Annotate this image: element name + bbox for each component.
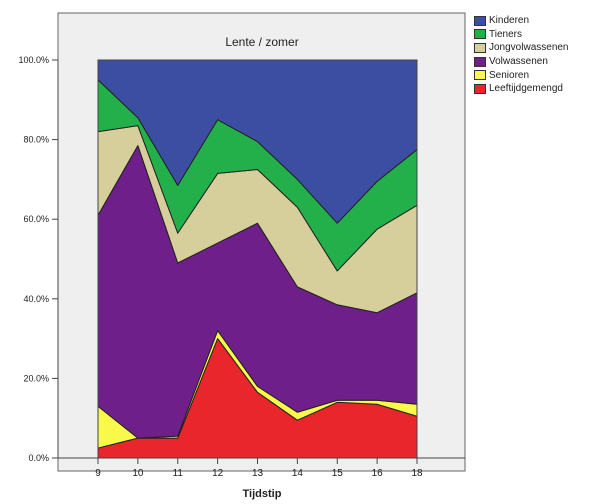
y-tick-label: 20.0% <box>23 373 49 383</box>
legend-label: Leeftijdgemengd <box>489 83 563 95</box>
x-tick-label: 18 <box>411 468 423 479</box>
x-tick-label: 13 <box>252 468 264 479</box>
legend-swatch <box>474 15 486 26</box>
legend-swatch <box>474 83 486 94</box>
legend-item: Jongvolwassenen <box>474 41 569 55</box>
legend-label: Jongvolwassenen <box>489 42 569 54</box>
legend-swatch <box>474 70 486 81</box>
legend-swatch <box>474 29 486 40</box>
legend-item: Leeftijdgemengd <box>474 82 569 96</box>
legend-item: Tieners <box>474 28 569 42</box>
legend-swatch <box>474 42 486 53</box>
legend-label: Tieners <box>489 28 522 40</box>
legend-label: Senioren <box>489 69 530 81</box>
x-tick-label: 14 <box>292 468 304 479</box>
y-tick-label: 60.0% <box>23 214 49 224</box>
legend-item: Volwassenen <box>474 55 569 69</box>
legend-swatch <box>474 56 486 67</box>
x-tick-label: 12 <box>212 468 224 479</box>
series-areas <box>97 59 418 459</box>
x-axis-label: Tijdstip <box>243 488 282 500</box>
x-tick-label: 10 <box>132 468 144 479</box>
legend-item: Senioren <box>474 68 569 82</box>
y-tick-label: 0.0% <box>28 453 49 463</box>
x-axis-ticks: 9 10 11 12 13 14 15 16 18 <box>95 458 423 479</box>
legend: Kinderen Tieners Jongvolwassenen Volwassene… <box>474 14 569 96</box>
y-axis-ticks: 0.0% 20.0% 40.0% 60.0% 80.0% 100.0% <box>18 55 58 463</box>
y-tick-label: 100.0% <box>18 55 49 65</box>
y-tick-label: 80.0% <box>23 135 49 145</box>
legend-item: Kinderen <box>474 14 569 28</box>
x-tick-label: 11 <box>173 468 184 479</box>
x-tick-label: 16 <box>372 468 384 479</box>
legend-label: Kinderen <box>489 15 530 27</box>
x-tick-label: 15 <box>332 468 344 479</box>
y-tick-label: 40.0% <box>23 294 49 304</box>
x-tick-label: 9 <box>95 468 101 479</box>
legend-label: Volwassenen <box>489 56 548 68</box>
chart-title: Lente / zomer <box>225 35 298 49</box>
